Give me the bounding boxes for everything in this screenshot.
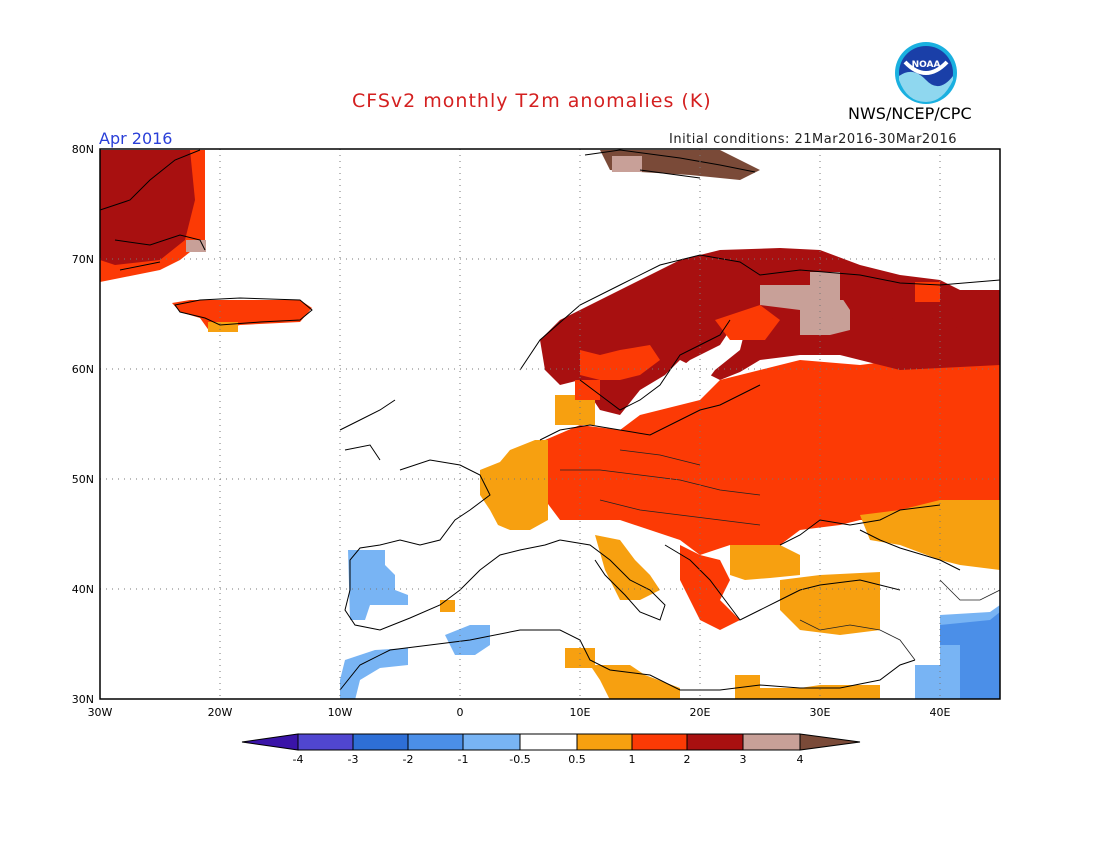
lat-label: 70N <box>72 253 94 266</box>
noaa-logo: NOAA <box>895 42 957 104</box>
anomaly-region-egypt <box>735 675 880 699</box>
colorbar-cell <box>519 733 578 751</box>
colorbar-cell <box>686 733 744 751</box>
anomaly-region-norway-south <box>575 380 600 400</box>
lon-label: 30W <box>88 706 113 719</box>
anomaly-region-tunisia <box>565 648 595 668</box>
colorbar-label: -0.5 <box>509 753 530 766</box>
lon-label: 10E <box>570 706 591 719</box>
colorbar-label: -4 <box>293 753 304 766</box>
anomaly-region-morocco <box>340 648 408 699</box>
colorbar-label: -2 <box>403 753 414 766</box>
anomaly-region-libya <box>590 665 680 699</box>
colorbar-label: 0.5 <box>568 753 586 766</box>
map-title: CFSv2 monthly T2m anomalies (K) <box>352 90 712 112</box>
colorbar-label: -3 <box>348 753 359 766</box>
lat-label: 40N <box>72 583 94 596</box>
lat-label: 80N <box>72 143 94 156</box>
anomaly-region-kola <box>915 282 940 302</box>
anomaly-shading <box>100 150 1000 699</box>
lat-label: 60N <box>72 363 94 376</box>
colorbar-cell <box>576 733 633 751</box>
colorbar-label: -1 <box>458 753 469 766</box>
anomaly-region-arctic-russia <box>840 295 1000 328</box>
anomaly-region-italy <box>595 535 660 600</box>
colorbar-cell <box>631 733 688 751</box>
anomaly-region-svalbard-light <box>612 156 642 172</box>
colorbar-label: 3 <box>740 753 747 766</box>
anomaly-region-karelia <box>715 305 780 340</box>
anomaly-region-caucasus <box>860 500 1000 570</box>
lat-label: 50N <box>72 473 94 486</box>
grid-lines <box>100 149 1000 699</box>
anomaly-region-western-europe <box>480 440 548 530</box>
colorbar-cell <box>352 733 409 751</box>
anomaly-region-iceland <box>172 300 312 332</box>
anomaly-region-bulgaria <box>730 545 800 580</box>
map-frame <box>99 148 1001 700</box>
anomaly-region-sweden <box>580 345 660 380</box>
anomaly-region-iceland-south <box>208 322 238 332</box>
colorbar-label: 1 <box>629 753 636 766</box>
svg-text:NOAA: NOAA <box>912 60 941 70</box>
lat-label: 30N <box>72 693 94 706</box>
colorbar <box>241 733 861 751</box>
anomaly-region-iberia <box>348 550 408 620</box>
lon-label: 10W <box>328 706 353 719</box>
anomaly-region-north-russia <box>760 272 850 335</box>
anomaly-region-greenland-core <box>100 150 195 265</box>
anomaly-region-baltic <box>665 330 745 405</box>
initial-conditions-label: Initial conditions: 21Mar2016-30Mar2016 <box>669 132 957 147</box>
organization-label: NWS/NCEP/CPC <box>848 104 972 123</box>
anomaly-region-eastern-europe <box>545 360 1000 555</box>
colorbar-labels: -4 -3 -2 -1 -0.5 0.5 1 2 3 4 <box>293 753 804 766</box>
lon-label: 30E <box>810 706 831 719</box>
colorbar-label: 4 <box>797 753 804 766</box>
coastlines <box>100 149 1000 691</box>
anomaly-region-balearic <box>440 600 455 612</box>
anomaly-region-turkey <box>780 572 880 635</box>
colorbar-cell <box>742 733 801 751</box>
lon-label: 20E <box>690 706 711 719</box>
colorbar-cell <box>297 733 354 751</box>
colorbar-cell <box>241 733 299 751</box>
latitude-labels: 80N 70N 60N 50N 40N 30N <box>72 143 94 706</box>
period-label: Apr 2016 <box>99 129 173 148</box>
longitude-labels: 30W 20W 10W 0 10E 20E 30E 40E <box>88 706 951 719</box>
colorbar-cell <box>462 733 521 751</box>
lon-label: 20W <box>208 706 233 719</box>
lon-label: 0 <box>457 706 464 719</box>
anomaly-region-middle-east <box>940 612 1000 699</box>
colorbar-cell <box>799 733 861 751</box>
lon-label: 40E <box>930 706 951 719</box>
colorbar-cell <box>407 733 464 751</box>
anomaly-region-balkans <box>680 545 740 630</box>
colorbar-label: 2 <box>684 753 691 766</box>
